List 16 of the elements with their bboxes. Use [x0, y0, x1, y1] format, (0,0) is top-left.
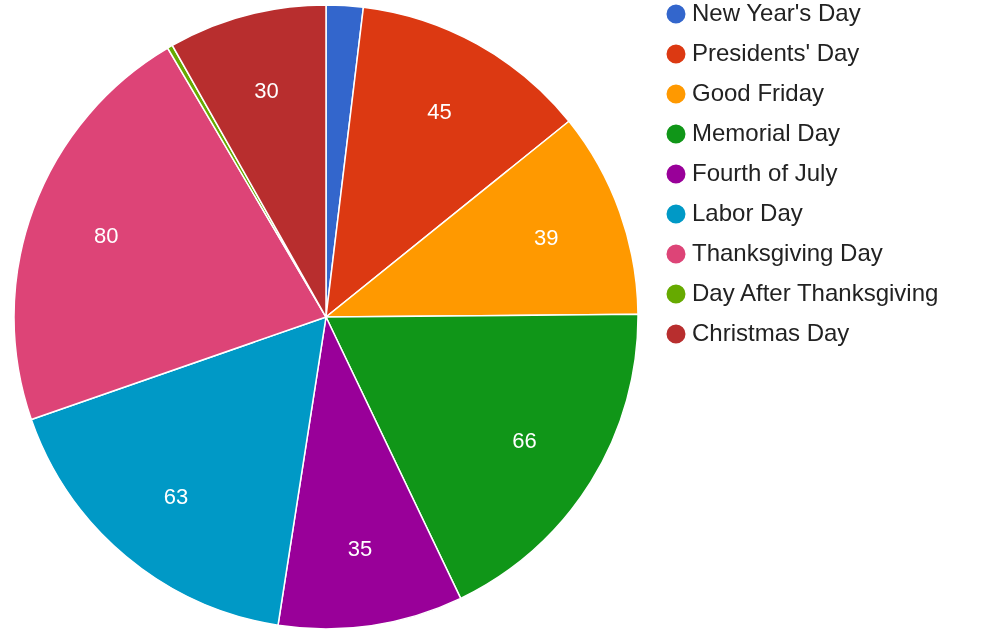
legend-label: Good Friday [692, 79, 825, 106]
legend-label: Memorial Day [692, 119, 841, 146]
legend-label: Day After Thanksgiving [692, 279, 939, 306]
data-label: 80 [94, 223, 119, 249]
data-label: 39 [534, 225, 559, 251]
data-label: 63 [163, 483, 189, 509]
data-label: 66 [512, 427, 537, 453]
data-label: 45 [427, 99, 452, 125]
legend-label: Presidents' Day [692, 39, 860, 66]
legend-label: Fourth of July [692, 159, 838, 186]
data-label: 35 [347, 535, 373, 561]
legend-label: Labor Day [692, 199, 803, 226]
legend-label: Christmas Day [692, 319, 850, 346]
legend-label: Thanksgiving Day [692, 239, 883, 266]
legend-label: New Year's Day [692, 0, 861, 26]
data-label: 30 [254, 77, 279, 103]
